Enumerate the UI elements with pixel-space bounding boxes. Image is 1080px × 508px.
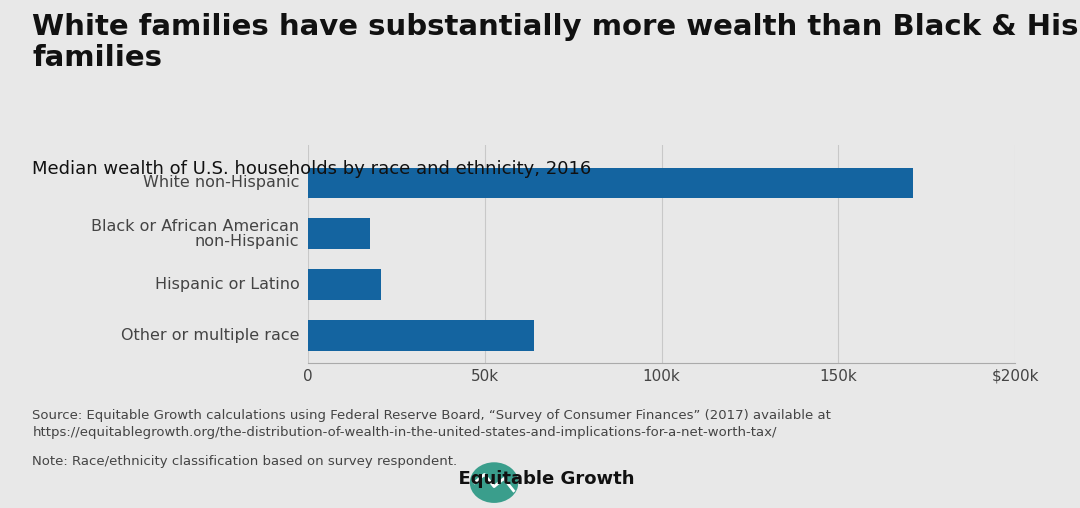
Text: Note: Race/ethnicity classification based on survey respondent.: Note: Race/ethnicity classification base…	[32, 455, 458, 468]
Text: Median wealth of U.S. households by race and ethnicity, 2016: Median wealth of U.S. households by race…	[32, 160, 592, 178]
Circle shape	[470, 462, 518, 503]
Bar	[308, 320, 535, 351]
Bar	[308, 218, 370, 249]
Text: White families have substantially more wealth than Black & Hispanic
families: White families have substantially more w…	[32, 13, 1080, 72]
Bar	[308, 168, 913, 198]
Bar	[308, 269, 381, 300]
Text: Source: Equitable Growth calculations using Federal Reserve Board, “Survey of Co: Source: Equitable Growth calculations us…	[32, 409, 832, 439]
Text: Equitable Growth: Equitable Growth	[446, 470, 634, 488]
